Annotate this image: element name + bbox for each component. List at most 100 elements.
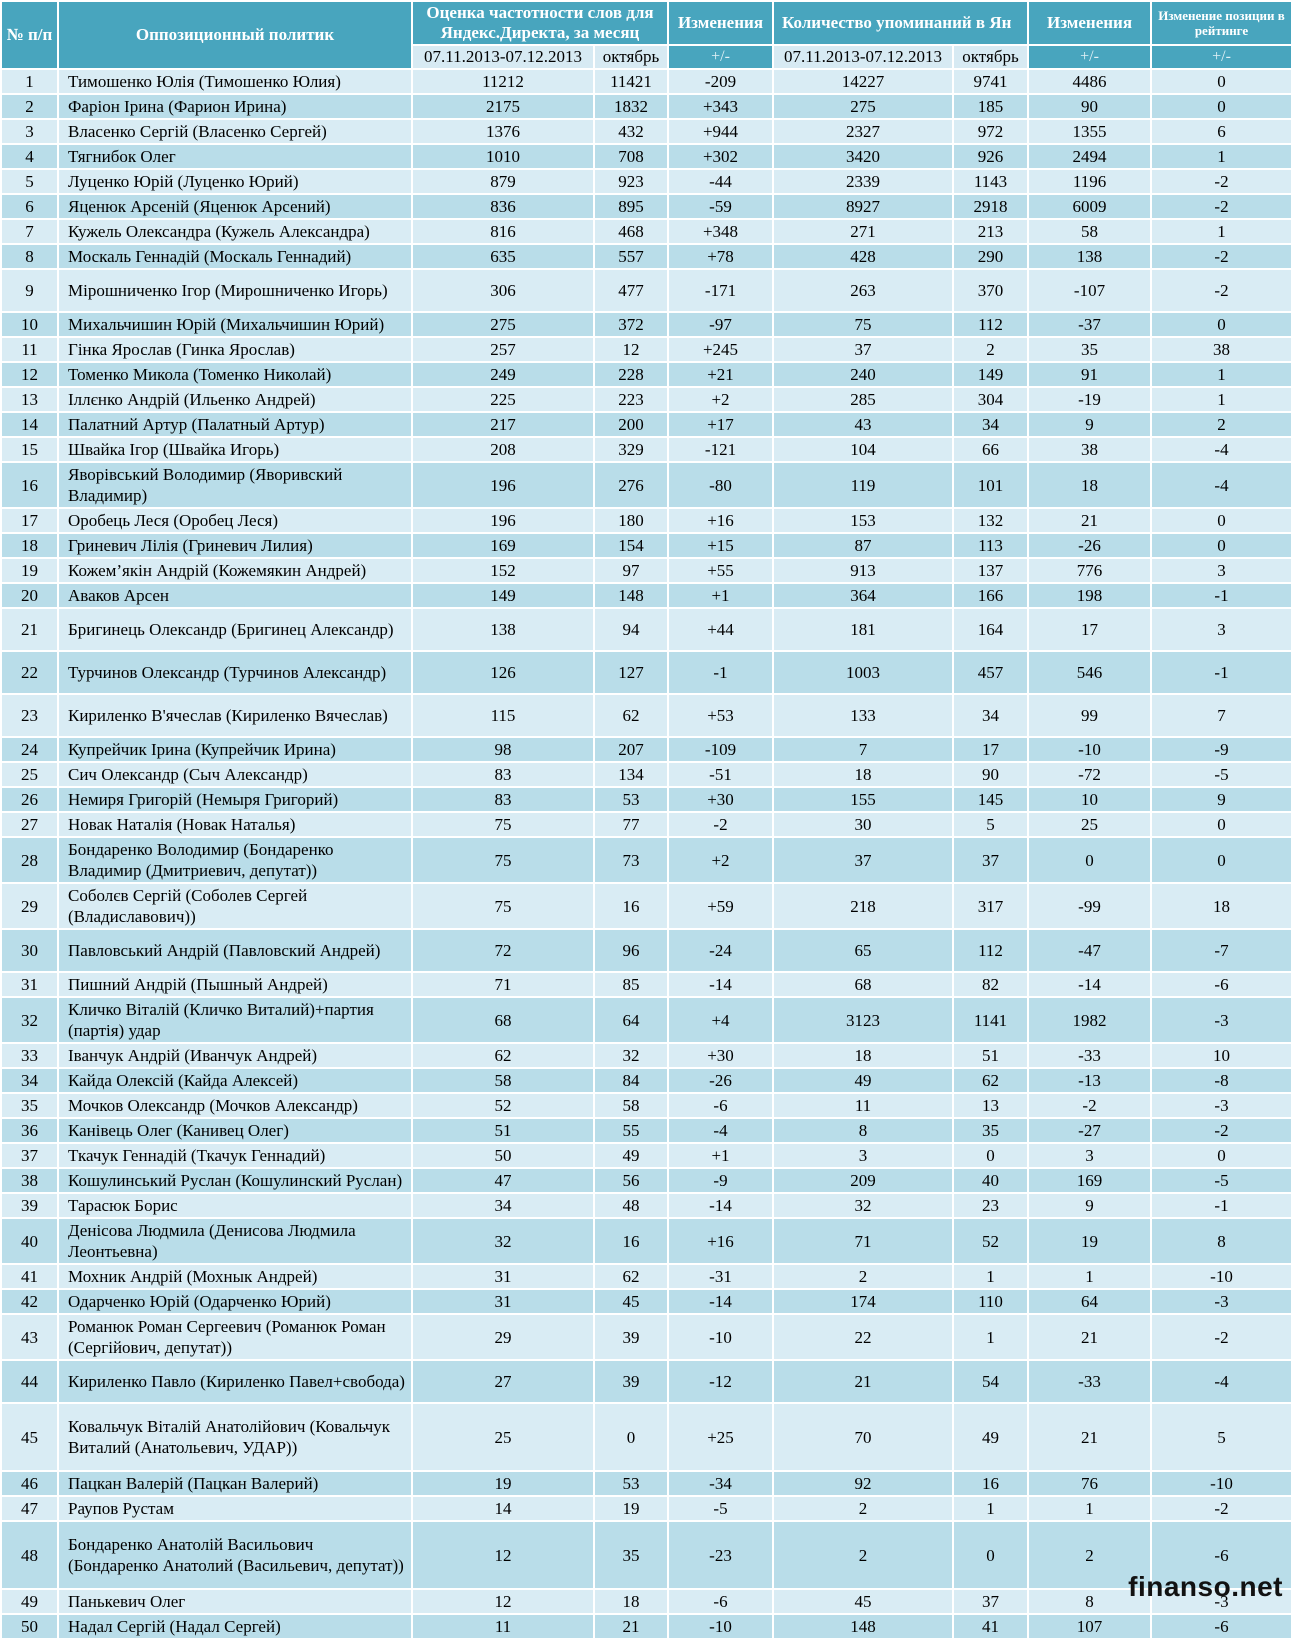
mentions-period-cell: 913 [772,557,954,584]
mentions-change-cell: 138 [1027,243,1153,270]
rating-change-cell: -3 [1150,996,1291,1044]
freq-change-cell: -1 [667,650,774,695]
mentions-period-cell: 218 [772,882,954,930]
table-row: 48 Бондаренко Анатолій Васильович (Бондар… [0,1520,1291,1590]
politician-name-cell: Томенко Микола (Томенко Николай) [57,361,413,388]
mentions-change-cell: 107 [1027,1613,1153,1640]
freq-change-cell: +17 [667,411,774,438]
freq-period-cell: 12 [411,1520,595,1590]
freq-october-cell: 154 [593,532,669,559]
freq-period-cell: 71 [411,971,595,998]
freq-change-cell: +944 [667,118,774,145]
mentions-period-cell: 209 [772,1167,954,1194]
freq-change-cell: -209 [667,68,774,95]
table-row: 36 Канівець Олег (Канивец Олег) 51 55 -4 8 35-… [0,1117,1291,1144]
table-row: 40 Денісова Людмила (Денисова Людмила Лео… [0,1217,1291,1265]
mentions-period-cell: 364 [772,582,954,609]
table-row: 50 Надал Сергій (Надал Сергей) 11 21 -10 148 4… [0,1613,1291,1640]
mentions-change-cell: 546 [1027,650,1153,695]
freq-period-cell: 879 [411,168,595,195]
freq-period-cell: 1010 [411,143,595,170]
politician-name-cell: Тарасюк Борис [57,1192,413,1219]
mentions-october-cell: 166 [951,582,1030,609]
freq-change-cell: -6 [667,1092,774,1119]
mentions-october-cell: 41 [951,1613,1030,1640]
table-row: 10 Михальчишин Юрій (Михальчишин Юрий) 275… [0,311,1291,338]
mentions-october-cell: 317 [951,882,1030,930]
mentions-october-cell: 1 [951,1263,1030,1290]
table-row: 31 Пишний Андрій (Пышный Андрей) 71 85 -14 68… [0,971,1291,998]
mentions-change-cell: 8 [1027,1588,1153,1615]
freq-change-cell: +44 [667,607,774,652]
mentions-period-cell: 181 [772,607,954,652]
freq-period-cell: 75 [411,811,595,838]
mentions-october-cell: 5 [951,811,1030,838]
rating-change-cell: 2 [1150,411,1291,438]
mentions-change-cell: -19 [1027,386,1153,413]
freq-change-cell: -51 [667,761,774,788]
politician-name-cell: Сич Олександр (Сыч Александр) [57,761,413,788]
rank-cell: 27 [0,811,59,838]
rank-cell: 35 [0,1092,59,1119]
table-row: 42 Одарченко Юрій (Одарченко Юрий) 31 45 -14… [0,1288,1291,1315]
freq-change-cell: -44 [667,168,774,195]
freq-october-cell: 923 [593,168,669,195]
freq-period-cell: 306 [411,268,595,313]
mentions-period-cell: 104 [772,436,954,463]
rank-cell: 20 [0,582,59,609]
mentions-period-cell: 21 [772,1359,954,1404]
freq-change-cell: +4 [667,996,774,1044]
freq-period-cell: 115 [411,693,595,738]
mentions-period-cell: 275 [772,93,954,120]
freq-change-cell: +1 [667,582,774,609]
mentions-october-cell: 213 [951,218,1030,245]
rating-change-cell: 10 [1150,1042,1291,1069]
freq-period-cell: 217 [411,411,595,438]
table-row: 34 Кайда Олексій (Кайда Алексей) 58 84 -26 49… [0,1067,1291,1094]
table-row: 15 Швайка Ігор (Швайка Игорь) 208 329 -121 10… [0,436,1291,463]
mentions-period-cell: 153 [772,507,954,534]
mentions-october-cell: 51 [951,1042,1030,1069]
politician-name-cell: Романюк Роман Сергеевич (Романюк Роман (… [57,1313,413,1361]
mentions-period-cell: 30 [772,811,954,838]
freq-change-cell: +21 [667,361,774,388]
rating-change-cell: 0 [1150,68,1291,95]
freq-october-cell: 21 [593,1613,669,1640]
politician-name-cell: Швайка Ігор (Швайка Игорь) [57,436,413,463]
rank-cell: 24 [0,736,59,763]
freq-change-cell: -14 [667,1192,774,1219]
mentions-period-cell: 11 [772,1092,954,1119]
freq-period-cell: 83 [411,761,595,788]
changes-a-header: Изменения [667,0,774,46]
mentions-change-cell: -33 [1027,1359,1153,1404]
mentions-period-cell: 148 [772,1613,954,1640]
table-row: 28 Бондаренко Володимир (Бондаренко Влади… [0,836,1291,884]
freq-change-cell: +2 [667,836,774,884]
freq-period-cell: 169 [411,532,595,559]
freq-period-cell: 149 [411,582,595,609]
table-row: 38 Кошулинський Руслан (Кошулинский Русла… [0,1167,1291,1194]
table-row: 45 Ковальчук Віталій Анатолійович (Коваль… [0,1402,1291,1472]
freq-october-cell: 84 [593,1067,669,1094]
mentions-period-cell: 3123 [772,996,954,1044]
rank-cell: 30 [0,928,59,973]
mentions-period-cell: 8 [772,1117,954,1144]
politician-name-cell: Кириленко Павло (Кириленко Павел+свобода… [57,1359,413,1404]
rating-change-cell: -1 [1150,1192,1291,1219]
politician-name-cell: Гінка Ярослав (Гинка Ярослав) [57,336,413,363]
mentions-change-cell: -14 [1027,971,1153,998]
rating-change-cell: 0 [1150,507,1291,534]
mentions-period-cell: 263 [772,268,954,313]
mentions-period-cell: 119 [772,461,954,509]
frequency-group-header: Оценка частотности слов для Яндекс.Дирек… [411,0,669,46]
rank-cell: 15 [0,436,59,463]
rank-column-header: № п/п [0,0,59,70]
table-row: 1 Тимошенко Юлія (Тимошенко Юлия) 11212 114… [0,68,1291,95]
mentions-october-cell: 49 [951,1402,1030,1472]
rating-change-cell: -3 [1150,1288,1291,1315]
rating-change-cell: 5 [1150,1402,1291,1472]
rank-cell: 2 [0,93,59,120]
freq-change-cell: -9 [667,1167,774,1194]
mentions-change-cell: 18 [1027,461,1153,509]
rating-change-cell: -10 [1150,1263,1291,1290]
